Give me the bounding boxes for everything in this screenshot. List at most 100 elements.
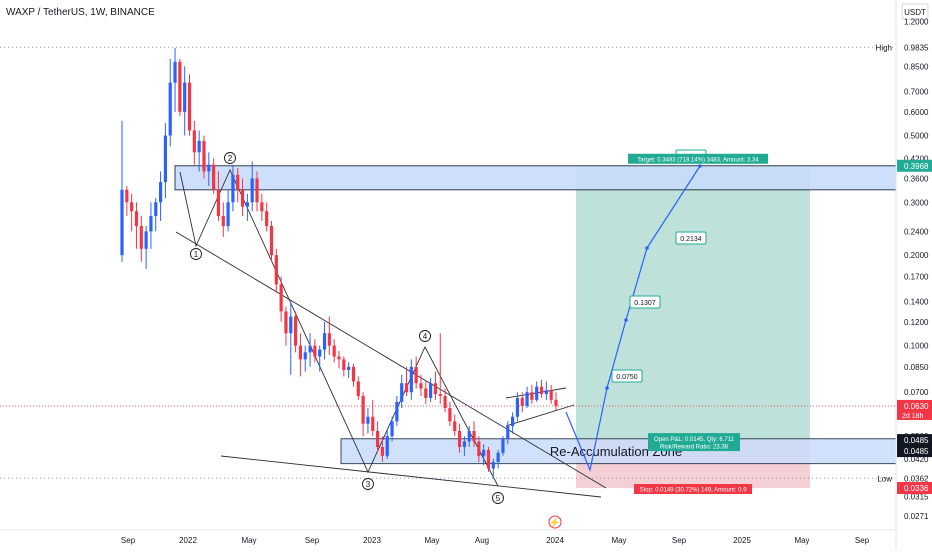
candle: [443, 388, 447, 413]
y-tick-label: 0.3000: [904, 198, 929, 207]
candle-body: [260, 202, 264, 212]
candle: [462, 436, 466, 456]
candle-body: [130, 202, 134, 212]
candle: [380, 436, 384, 463]
candle-body: [390, 421, 394, 437]
candle: [549, 384, 553, 404]
candle-body: [462, 441, 466, 447]
candle-body: [544, 390, 548, 395]
candle-body: [356, 381, 360, 396]
candle: [530, 384, 534, 404]
y-tick-label: 0.9835: [904, 43, 929, 52]
candle: [448, 401, 452, 427]
y-tick-label: 0.2400: [904, 227, 929, 236]
candle: [298, 333, 303, 377]
candle-body: [265, 211, 269, 227]
stop-info-text: Stop: 0.0149 (30.72%) 149, Amount: 0.9: [639, 487, 747, 493]
price-tag-countdown: 2d 18h: [902, 413, 924, 420]
wave-label-1: 1: [190, 248, 202, 260]
candle-body: [525, 392, 529, 406]
candle: [511, 412, 515, 434]
candle-body: [168, 82, 172, 136]
x-tick-label: Sep: [672, 536, 687, 545]
candle: [134, 202, 139, 249]
resistance-zone[interactable]: [174, 165, 897, 191]
wave-label-4: 4: [419, 330, 431, 342]
candle: [404, 366, 409, 396]
candle-body: [549, 390, 553, 400]
price-tag-box: [897, 481, 932, 494]
wave-label-2: 2: [224, 152, 236, 164]
y-tick-label: 0.3600: [904, 174, 929, 183]
candle: [395, 395, 399, 427]
candle-body: [289, 316, 293, 334]
candle: [192, 120, 196, 165]
candle: [274, 248, 278, 293]
open-pnl-box: [648, 433, 740, 452]
projection-target-box: [675, 231, 707, 245]
price-tag-box: [897, 399, 932, 420]
candle-body: [433, 383, 438, 395]
channel-lower-line: [505, 404, 575, 427]
candle: [351, 363, 356, 387]
candle-body: [496, 452, 500, 463]
wave-label-circle: [419, 330, 431, 342]
candle: [347, 362, 351, 379]
candle-body: [332, 345, 336, 357]
candle-body: [409, 366, 413, 393]
price-tag-text: 0.0485: [904, 436, 929, 445]
candle: [467, 426, 471, 447]
candle: [284, 306, 288, 346]
x-tick-label: 2025: [733, 536, 751, 545]
candle: [400, 374, 404, 409]
candle-body: [202, 140, 206, 172]
candle-body: [284, 311, 288, 334]
candle: [289, 301, 293, 375]
candle-body: [511, 416, 515, 427]
wave-label-circle: [190, 248, 202, 260]
currency-button[interactable]: USDT: [901, 3, 929, 20]
price-tag: 0.0630 2d 18h: [897, 399, 932, 420]
candle: [361, 392, 365, 437]
y-tick-label: 0.0271: [904, 512, 929, 521]
projection-target-text: 0.0750: [616, 374, 638, 381]
price-tag-box: [897, 434, 932, 447]
candle-body: [134, 211, 139, 227]
candle: [183, 66, 187, 136]
candle-body: [482, 449, 486, 456]
re-accumulation-zone[interactable]: [340, 438, 897, 465]
high-label: High: [876, 43, 892, 52]
currency-button-label: USDT: [904, 8, 926, 17]
projection-target-box: [629, 295, 661, 309]
y-tick-label: 0.1200: [904, 318, 929, 327]
candle: [250, 161, 254, 212]
candle-body: [347, 366, 351, 370]
candle-body: [501, 438, 505, 453]
candle: [506, 421, 510, 445]
candle-body: [535, 386, 539, 400]
candle: [322, 321, 327, 360]
reference-lines: High Low: [0, 43, 896, 483]
candle-body: [351, 366, 356, 382]
candle: [337, 350, 341, 369]
candle-body: [158, 182, 163, 203]
projection-point: [698, 164, 702, 168]
y-tick-label: 0.7000: [904, 88, 929, 97]
target-info-box: [628, 153, 768, 164]
projection-target-label: 0.1307: [629, 295, 661, 309]
candle: [308, 333, 312, 367]
candle: [240, 178, 245, 217]
wave-label-circle: [362, 478, 374, 490]
candle-body: [539, 386, 544, 395]
lightning-icon[interactable]: ⚡: [548, 515, 562, 529]
projection-point: [645, 246, 649, 250]
candle-body: [371, 416, 375, 431]
candle: [303, 345, 307, 372]
candle: [438, 333, 442, 404]
candle-body: [448, 408, 452, 422]
candle: [236, 168, 240, 203]
candle: [457, 423, 462, 453]
time-axis[interactable]: Sep 2022 May Sep 2023 May Aug 2024 May Sep 2025 May…: [0, 529, 896, 545]
